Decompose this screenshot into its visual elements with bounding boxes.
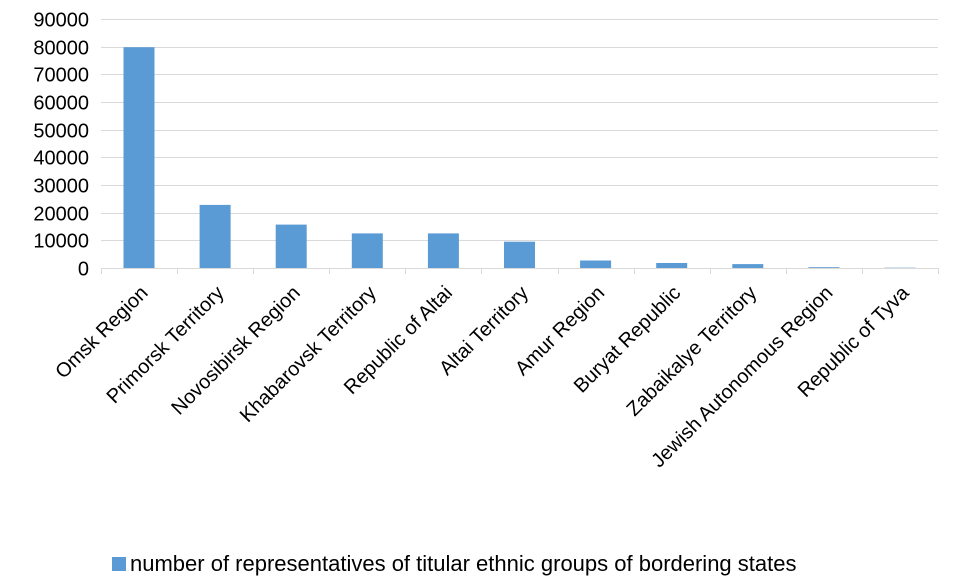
bar xyxy=(352,233,383,268)
y-tick-label: 40000 xyxy=(33,148,89,170)
y-tick-labels: 0 10000 20000 30000 40000 50000 60000 70000 8000… xyxy=(33,10,89,281)
legend: number of representatives of titular eth… xyxy=(112,551,796,576)
bar xyxy=(580,261,611,269)
x-tick-label: Novosibirsk Region xyxy=(167,282,304,419)
y-tick-label: 90000 xyxy=(33,10,89,32)
bar xyxy=(200,205,231,268)
bar xyxy=(428,233,459,268)
y-tick-label: 50000 xyxy=(33,121,89,143)
bar xyxy=(732,264,763,268)
legend-label: number of representatives of titular eth… xyxy=(130,551,796,576)
bar xyxy=(504,242,535,268)
y-tick-label: 20000 xyxy=(33,204,89,226)
y-tick-label: 80000 xyxy=(33,38,89,60)
y-tick-label: 10000 xyxy=(33,231,89,253)
bar xyxy=(656,263,687,268)
x-tick-label: Khabarovsk Territory xyxy=(236,282,381,427)
y-tick-label: 0 xyxy=(78,259,89,281)
bar xyxy=(276,225,307,268)
y-tick-label: 70000 xyxy=(33,65,89,87)
y-tick-label: 30000 xyxy=(33,176,89,198)
bar xyxy=(808,267,839,268)
y-tick-label: 60000 xyxy=(33,93,89,115)
bar xyxy=(124,47,155,268)
x-tick-label: Zabaikalye Territory xyxy=(623,282,762,421)
legend-swatch xyxy=(112,557,126,571)
axes xyxy=(101,268,939,274)
